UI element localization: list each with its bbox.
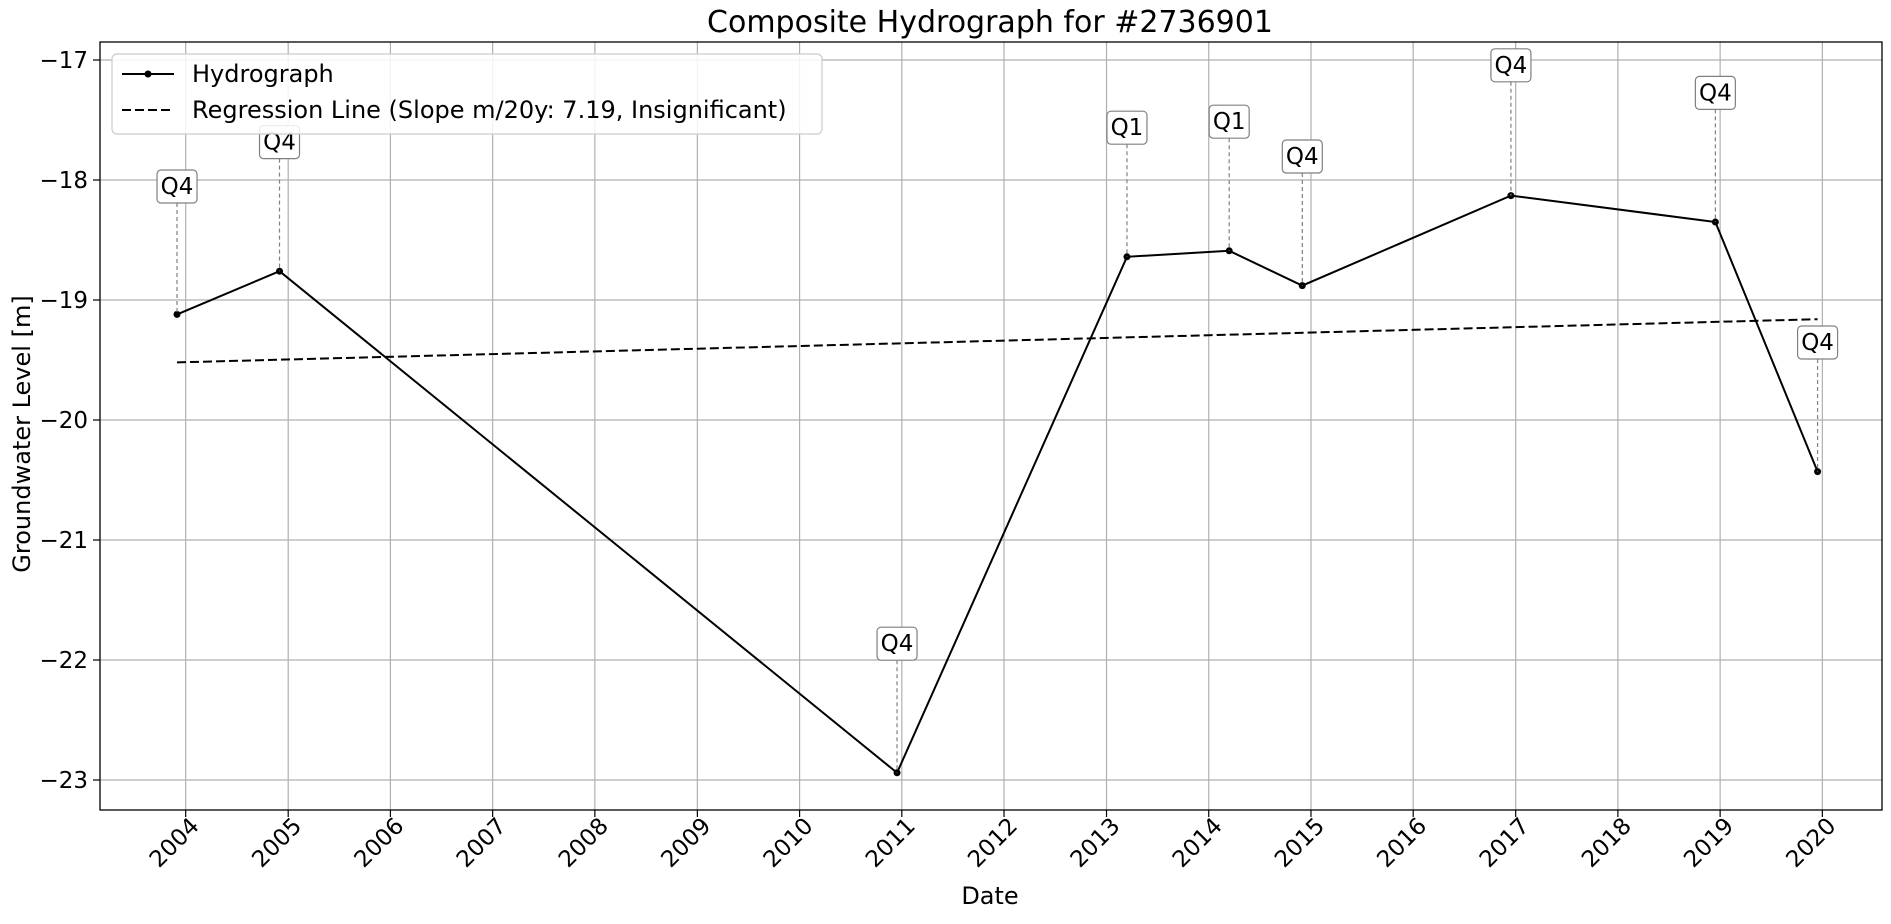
annotation-label: Q4 [1495, 53, 1528, 79]
annotation-box [1281, 139, 1323, 174]
y-tick-label: −17 [39, 48, 88, 74]
annotation-label: Q1 [1213, 109, 1246, 135]
annotation-label: Q1 [1111, 115, 1144, 141]
annotation-box [1490, 48, 1532, 83]
legend-marker [144, 70, 152, 78]
legend-label: Regression Line (Slope m/20y: 7.19, Insi… [192, 96, 787, 124]
tick-layer: 2004 2005 2006 2007 2008 2009 2010 2011 2012 2013… [39, 48, 1841, 873]
annotation-label: Q4 [1801, 330, 1834, 356]
y-tick-label: −23 [39, 768, 88, 794]
hydrograph-line [176, 194, 1819, 775]
x-tick-label: 2007 [452, 813, 512, 873]
legend-label: Hydrograph [192, 60, 334, 88]
x-tick-label: 2014 [1168, 813, 1228, 873]
annotation-label: Q4 [1286, 144, 1319, 170]
y-tick-label: −22 [39, 648, 88, 674]
x-tick-label: 2004 [145, 813, 205, 873]
chart-title: Composite Hydrograph for #2736901 [707, 5, 1273, 40]
x-tick-label: 2015 [1270, 813, 1330, 873]
annotation-box [1796, 325, 1839, 360]
grid-layer [100, 42, 1882, 810]
legend-box [111, 53, 823, 135]
x-tick-label: 2008 [554, 813, 614, 873]
y-tick-label: −20 [39, 408, 88, 434]
annotation-label: Q4 [161, 174, 194, 200]
hydrograph-point [173, 310, 181, 318]
annotation-label: Q4 [881, 631, 914, 657]
x-tick-label: 2016 [1372, 813, 1432, 873]
x-tick-label: 2018 [1577, 813, 1637, 873]
x-tick-label: 2011 [861, 813, 921, 873]
y-tick-label: −18 [39, 168, 88, 194]
plot-frame-rect [99, 41, 1883, 811]
x-tick-label: 2020 [1782, 813, 1842, 873]
x-tick-label: 2009 [657, 813, 717, 873]
y-tick-label: −21 [39, 528, 88, 554]
x-tick-label: 2019 [1679, 813, 1739, 873]
x-tick-label: 2005 [247, 813, 307, 873]
x-tick-label: 2006 [350, 813, 410, 873]
regression-line [176, 318, 1818, 364]
x-tick-label: 2017 [1475, 813, 1535, 873]
x-tick-label: 2010 [759, 813, 819, 873]
annotation-box [1208, 104, 1250, 139]
series-layer [173, 192, 1822, 777]
y-axis-label: Groundwater Level [m] [8, 295, 36, 572]
annotation-label: Q4 [1699, 80, 1732, 106]
annotation-box [156, 169, 198, 204]
plot-frame [99, 41, 1883, 811]
legend: Hydrograph Regression Line (Slope m/20y: … [111, 53, 823, 135]
annotation-box [1106, 110, 1148, 145]
annotation-box [876, 626, 918, 661]
x-tick-label: 2013 [1066, 813, 1126, 873]
y-tick-label: −19 [39, 288, 88, 314]
x-tick-label: 2012 [963, 813, 1023, 873]
x-axis-label: Date [961, 882, 1018, 910]
annotation-box [1694, 75, 1736, 111]
